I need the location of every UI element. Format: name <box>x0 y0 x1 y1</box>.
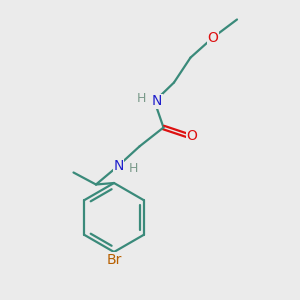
Text: O: O <box>187 130 197 143</box>
Text: Br: Br <box>106 253 122 266</box>
Text: N: N <box>152 94 162 108</box>
Text: O: O <box>208 31 218 44</box>
Text: H: H <box>129 162 138 175</box>
Text: N: N <box>113 159 124 172</box>
Text: H: H <box>137 92 147 106</box>
